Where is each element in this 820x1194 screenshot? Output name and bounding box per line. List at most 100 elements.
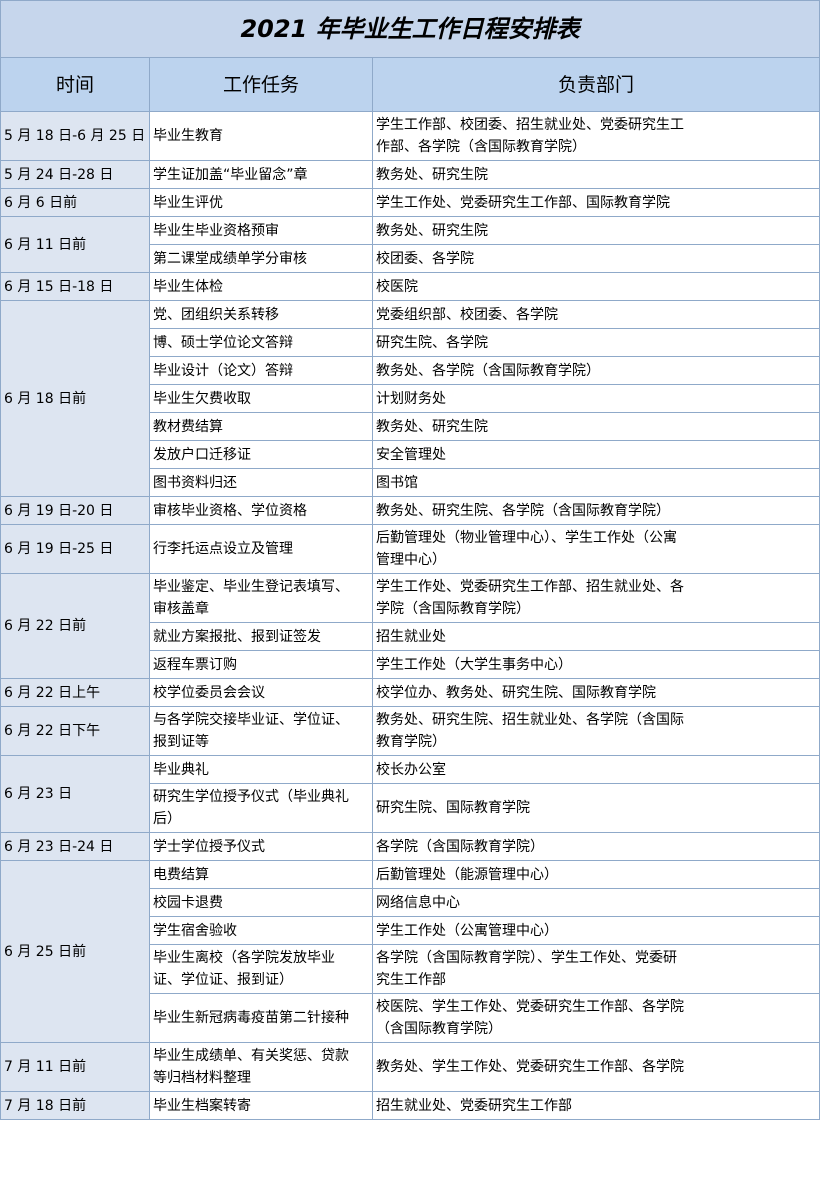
time-cell: 5 月 24 日-28 日 (0, 160, 150, 189)
dept-cell: 安全管理处 (371, 440, 820, 469)
dept-text: 校医院 (376, 278, 418, 295)
task-text: 学士学位授予仪式 (153, 838, 265, 855)
dept-cell: 学生工作部、校团委、招生就业处、党委研究生工作部、各学院（含国际教育学院） (371, 111, 820, 161)
dept-text: 各学院（含国际教育学院） (376, 838, 544, 855)
task-text: 就业方案报批、报到证签发 (153, 628, 321, 645)
task-cell: 党、团组织关系转移 (149, 300, 373, 329)
table-row: 图书资料归还 图书馆 (1, 468, 820, 497)
dept-text: 校医院、学生工作处、党委研究生工作部、各学院（含国际教育学院） (376, 999, 684, 1037)
task-text: 行李托运点设立及管理 (153, 541, 293, 557)
dept-cell: 教务处、研究生院、各学院（含国际教育学院） (371, 496, 820, 525)
task-cell: 毕业生欠费收取 (149, 384, 373, 413)
task-text: 毕业生离校（各学院发放毕业证、学位证、报到证） (153, 950, 335, 988)
task-cell: 第二课堂成绩单学分审核 (149, 244, 373, 273)
dept-cell: 研究生院、各学院 (371, 328, 820, 357)
dept-text: 校长办公室 (376, 761, 446, 778)
time-cell: 6 月 25 日前 (0, 860, 150, 1043)
dept-text: 教务处、研究生院、各学院（含国际教育学院） (376, 502, 670, 519)
dept-cell: 教务处、学生工作处、党委研究生工作部、各学院 (371, 1042, 820, 1092)
dept-cell: 校学位办、教务处、研究生院、国际教育学院 (371, 678, 820, 707)
dept-text: 学生工作处（公寓管理中心） (376, 922, 558, 939)
table-row: 6 月 19 日-25 日行李托运点设立及管理 后勤管理处（物业管理中心）、学生工… (0, 524, 820, 574)
table-row: 第二课堂成绩单学分审核 校团委、各学院 (1, 244, 820, 273)
task-text: 学生宿舍验收 (153, 922, 237, 939)
table-row: 6 月 15 日-18 日毕业生体检 校医院 (0, 272, 820, 301)
task-text: 与各学院交接毕业证、学位证、报到证等 (153, 712, 349, 750)
dept-text: 党委组织部、校团委、各学院 (376, 306, 558, 323)
task-cell: 学士学位授予仪式 (149, 832, 373, 861)
task-text: 党、团组织关系转移 (153, 306, 279, 323)
task-cell: 毕业生体检 (149, 272, 373, 301)
time-cell: 6 月 22 日前 (0, 573, 150, 679)
dept-cell: 校长办公室 (371, 755, 820, 784)
time-cell: 7 月 18 日前 (0, 1091, 150, 1120)
time-cell: 6 月 19 日-25 日 (0, 524, 150, 574)
task-cell: 毕业典礼 (149, 755, 373, 784)
table-row: 发放户口迁移证 安全管理处 (1, 440, 820, 469)
table-body: 5 月 18 日-6 月 25 日毕业生教育 学生工作部、校团委、招生就业处、党委… (0, 111, 820, 1120)
table-row: 6 月 11 日前 毕业生毕业资格预审 教务处、研究生院 (0, 216, 820, 273)
task-cell: 毕业生毕业资格预审 (149, 216, 373, 245)
time-cell: 6 月 11 日前 (0, 216, 150, 273)
dept-text: 学生工作处、党委研究生工作部、招生就业处、各学院（含国际教育学院） (376, 579, 684, 617)
dept-text: 图书馆 (376, 474, 418, 491)
dept-text: 计划财务处 (376, 390, 446, 407)
header-cell: 工作任务 (149, 57, 373, 112)
dept-cell: 研究生院、国际教育学院 (371, 783, 820, 833)
task-cell: 学生宿舍验收 (149, 916, 373, 945)
task-text: 毕业鉴定、毕业生登记表填写、审核盖章 (153, 579, 349, 617)
table-row: 6 月 25 日前 电费结算 后勤管理处（能源管理中心） (0, 860, 820, 1043)
task-cell: 电费结算 (149, 860, 373, 889)
task-text: 毕业生欠费收取 (153, 390, 251, 407)
task-cell: 研究生学位授予仪式（毕业典礼后） (149, 783, 373, 833)
dept-cell: 后勤管理处（能源管理中心） (371, 860, 820, 889)
dept-cell: 教务处、研究生院 (371, 160, 820, 189)
dept-cell: 各学院（含国际教育学院） (371, 832, 820, 861)
task-cell: 毕业生档案转寄 (149, 1091, 373, 1120)
task-text: 博、硕士学位论文答辩 (153, 334, 293, 351)
dept-cell: 学生工作处、党委研究生工作部、招生就业处、各学院（含国际教育学院） (371, 573, 820, 623)
task-cell: 返程车票订购 (149, 650, 373, 679)
dept-cell: 教务处、各学院（含国际教育学院） (371, 356, 820, 385)
dept-text: 校团委、各学院 (376, 250, 474, 267)
dept-text: 教务处、研究生院 (376, 222, 488, 239)
time-cell: 6 月 15 日-18 日 (0, 272, 150, 301)
dept-text: 学生工作处、党委研究生工作部、国际教育学院 (376, 194, 670, 211)
task-text: 教材费结算 (153, 418, 223, 435)
header-cell: 负责部门 (371, 57, 820, 112)
dept-text: 网络信息中心 (376, 894, 460, 911)
time-cell: 6 月 22 日下午 (0, 706, 150, 756)
dept-cell: 图书馆 (371, 468, 820, 497)
table-row: 6 月 6 日前 毕业生评优 学生工作处、党委研究生工作部、国际教育学院 (0, 188, 820, 217)
header-row: 时间 工作任务 负责部门 (0, 57, 820, 112)
task-text: 校学位委员会会议 (153, 684, 265, 701)
dept-text: 安全管理处 (376, 446, 446, 463)
task-text: 毕业设计（论文）答辩 (153, 362, 293, 379)
dept-text: 教务处、学生工作处、党委研究生工作部、各学院 (376, 1059, 684, 1075)
task-cell: 与各学院交接毕业证、学位证、报到证等 (149, 706, 373, 756)
table-row: 7 月 11 日前 毕业生成绩单、有关奖惩、贷款等归档材料整理 教务处、学生工作处、… (0, 1042, 820, 1092)
task-text: 毕业典礼 (153, 761, 209, 778)
table-row: 毕业生欠费收取 计划财务处 (1, 384, 820, 413)
task-cell: 就业方案报批、报到证签发 (149, 622, 373, 651)
task-cell: 校学位委员会会议 (149, 678, 373, 707)
task-text: 毕业生体检 (153, 278, 223, 295)
time-cell: 6 月 23 日 (0, 755, 150, 833)
task-cell: 毕业生评优 (149, 188, 373, 217)
dept-text: 招生就业处 (376, 628, 446, 645)
table-row: 教材费结算 教务处、研究生院 (1, 412, 820, 441)
task-text: 图书资料归还 (153, 474, 237, 491)
dept-cell: 各学院（含国际教育学院）、学生工作处、党委研究生工作部 (371, 944, 820, 994)
task-cell: 毕业生成绩单、有关奖惩、贷款等归档材料整理 (149, 1042, 373, 1092)
table-row: 6 月 22 日下午 与各学院交接毕业证、学位证、报到证等 教务处、研究生院、招生就… (0, 706, 820, 756)
dept-cell: 计划财务处 (371, 384, 820, 413)
dept-cell: 党委组织部、校团委、各学院 (371, 300, 820, 329)
dept-text: 教务处、研究生院 (376, 166, 488, 183)
dept-cell: 学生工作处（公寓管理中心） (371, 916, 820, 945)
dept-cell: 招生就业处、党委研究生工作部 (371, 1091, 820, 1120)
task-text: 学生证加盖“毕业留念”章 (153, 166, 308, 183)
dept-text: 研究生院、各学院 (376, 334, 488, 351)
table-row: 6 月 19 日-20 日审核毕业资格、学位资格 教务处、研究生院、各学院（含国际… (0, 496, 820, 525)
task-cell: 毕业生离校（各学院发放毕业证、学位证、报到证） (149, 944, 373, 994)
